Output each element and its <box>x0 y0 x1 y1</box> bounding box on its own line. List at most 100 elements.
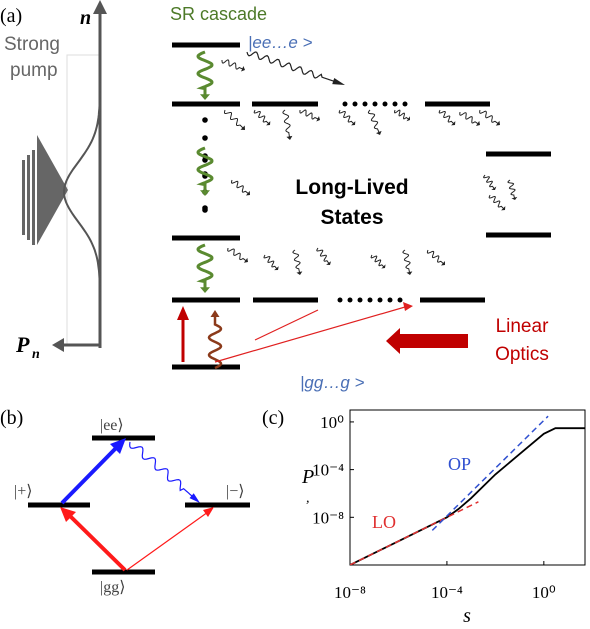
wavy-line <box>480 110 498 124</box>
annotation: OP <box>448 454 471 474</box>
wavy-line <box>339 110 353 124</box>
wavy-line <box>247 52 335 82</box>
wavy-line <box>371 255 384 267</box>
state-label: |gg…g > <box>300 373 365 392</box>
transition-arrow <box>127 512 208 570</box>
wavy-line <box>427 250 443 264</box>
wavy-line <box>225 110 244 128</box>
figure: (a) n Strong pump P n SR cascade |ee…e >… <box>0 0 590 629</box>
region-label: Long-Lived <box>295 176 408 199</box>
dot <box>202 117 208 123</box>
y-tick-label: 10⁻⁴ <box>312 461 344 480</box>
pump-label: Strong <box>4 34 60 55</box>
dot <box>403 102 408 107</box>
wavy-line <box>489 195 503 209</box>
dot <box>343 102 348 107</box>
y-tick-label: 10⁰ <box>320 413 344 432</box>
distribution-curve <box>64 10 100 343</box>
wavy-line <box>317 248 329 263</box>
state-label: |ee…e > <box>248 33 313 52</box>
y-tick-label: 10⁻⁸ <box>312 508 344 527</box>
arrowhead <box>476 121 480 126</box>
x-tick-label: 10⁰ <box>532 583 556 602</box>
dot <box>388 298 393 303</box>
transition-arrow <box>62 446 118 503</box>
wavy-line <box>293 250 300 273</box>
cascade-label: SR cascade <box>170 4 267 24</box>
annotation: LO <box>372 512 396 532</box>
wavy-line <box>283 110 290 137</box>
chart: 10⁻⁸ 10⁻⁴ 10⁰ 10⁻⁸ 10⁻⁴ 10⁰ LO OP <box>312 413 585 602</box>
wavy-line <box>300 110 318 119</box>
arrowhead <box>211 310 220 317</box>
data-line <box>350 428 585 565</box>
transition-arrow <box>68 514 125 570</box>
wavy-line <box>254 110 268 124</box>
pump-label: pump <box>10 60 58 81</box>
arrowhead <box>200 287 210 293</box>
x-tick-label: 10⁻⁴ <box>431 583 463 602</box>
wavy-line <box>403 250 410 273</box>
x-axis-label: s <box>463 605 471 627</box>
wavy-line <box>222 60 243 69</box>
wavy-line <box>232 180 249 194</box>
wavy-line <box>264 255 277 269</box>
y-axis-label-sub: , <box>306 491 310 506</box>
arrowhead <box>407 116 410 121</box>
region-label: States <box>320 206 383 229</box>
levels <box>28 438 250 572</box>
arrowhead <box>200 190 210 196</box>
arrowhead <box>203 507 214 517</box>
dot <box>202 135 208 141</box>
arrowhead <box>286 136 292 140</box>
arrowhead <box>332 78 345 85</box>
dot <box>338 298 343 303</box>
panel-label: (c) <box>262 407 284 429</box>
dot <box>202 205 208 211</box>
wavy-line <box>198 245 212 288</box>
dot <box>358 298 363 303</box>
dot <box>363 102 368 107</box>
wavy-line <box>130 442 193 497</box>
dot <box>348 298 353 303</box>
wavy-line <box>484 175 494 189</box>
state-label: |−⟩ <box>226 483 244 500</box>
wavy-line <box>395 110 409 119</box>
state-label: |+⟩ <box>14 483 32 500</box>
wavy-line <box>439 110 453 124</box>
arrowhead <box>491 187 496 190</box>
wavy-line <box>228 248 246 261</box>
dot <box>378 298 383 303</box>
dot <box>398 298 403 303</box>
arrowhead <box>496 121 500 126</box>
dot <box>383 102 388 107</box>
pump-box <box>67 55 100 345</box>
state-label: |ee⟩ <box>100 417 124 434</box>
ellipsis-dots <box>202 102 407 303</box>
arrowhead <box>200 94 210 100</box>
arrowhead <box>326 261 331 265</box>
dot <box>368 298 373 303</box>
wavy-line <box>368 110 379 133</box>
excitation-arrows <box>177 302 468 362</box>
x-tick-label: 10⁻⁸ <box>334 583 366 602</box>
axis-label-sub: n <box>32 347 40 362</box>
plot-frame <box>350 410 585 565</box>
p-arrowhead <box>52 338 64 352</box>
optics-label: Optics <box>495 344 549 365</box>
axis-label: P <box>15 332 30 357</box>
data-line <box>350 502 478 565</box>
wavy-line <box>460 112 478 124</box>
optics-label: Linear <box>496 316 549 337</box>
panel-label: (b) <box>0 407 23 429</box>
dot <box>353 102 358 107</box>
state-label: |gg⟩ <box>100 579 125 596</box>
dot <box>393 102 398 107</box>
pump-arrow <box>22 135 68 245</box>
dot <box>373 102 378 107</box>
decay-arrows <box>130 52 518 503</box>
wavy-line <box>198 52 212 95</box>
panel-label: (a) <box>0 5 22 27</box>
axis-label: n <box>80 7 91 29</box>
wavy-line <box>508 180 515 198</box>
